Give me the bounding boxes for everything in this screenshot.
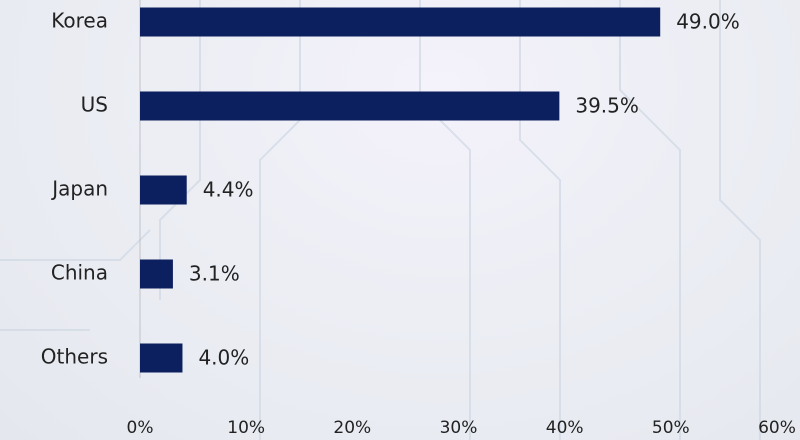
bar bbox=[140, 259, 173, 289]
value-label: 3.1% bbox=[189, 262, 240, 286]
y-tick-label: US bbox=[81, 93, 108, 117]
x-tick-label: 0% bbox=[127, 418, 154, 438]
x-tick-label: 50% bbox=[652, 418, 690, 438]
value-label: 4.0% bbox=[198, 346, 249, 370]
x-tick-label: 20% bbox=[333, 418, 371, 438]
x-tick-label: 10% bbox=[227, 418, 265, 438]
x-tick-label: 60% bbox=[758, 418, 796, 438]
y-tick-label: Korea bbox=[51, 9, 108, 33]
background-decoration bbox=[0, 0, 761, 440]
value-label: 39.5% bbox=[575, 94, 639, 118]
bar bbox=[140, 7, 661, 37]
value-label: 49.0% bbox=[676, 10, 740, 34]
y-tick-label: Japan bbox=[50, 177, 108, 201]
y-tick-label: China bbox=[51, 261, 108, 285]
bar bbox=[140, 343, 183, 373]
x-tick-label: 40% bbox=[546, 418, 584, 438]
y-tick-label: Others bbox=[41, 345, 108, 369]
bar bbox=[140, 175, 187, 205]
bar bbox=[140, 91, 560, 121]
x-tick-label: 30% bbox=[440, 418, 478, 438]
value-label: 4.4% bbox=[203, 178, 254, 202]
